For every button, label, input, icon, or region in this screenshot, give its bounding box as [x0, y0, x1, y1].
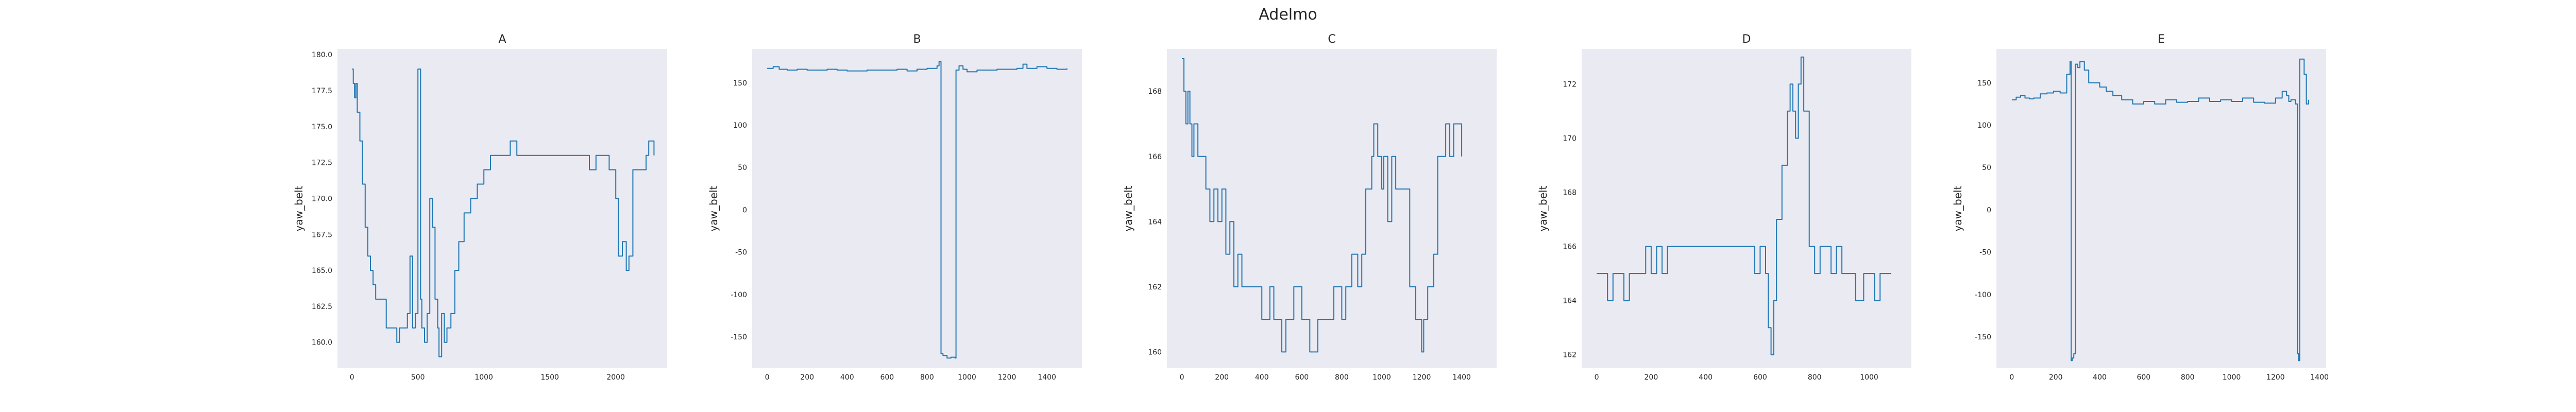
x-tick-label: 400 — [1699, 373, 1713, 382]
y-tick-label: 0 — [742, 206, 747, 214]
y-tick-label: 162 — [1563, 351, 1577, 359]
x-tick-label: 1000 — [1372, 373, 1391, 382]
subplot-title: B — [913, 33, 921, 46]
x-tick-label: 400 — [1255, 373, 1269, 382]
x-tick-label: 600 — [880, 373, 894, 382]
y-tick-label: 175.0 — [312, 123, 332, 131]
y-tick-label: -50 — [1979, 249, 1991, 257]
series-line — [2011, 58, 2309, 362]
x-tick-label: 0 — [765, 373, 770, 382]
x-tick-label: 1000 — [1860, 373, 1878, 382]
y-tick-label: 100 — [733, 122, 747, 130]
x-tick-label: 600 — [2137, 373, 2150, 382]
y-tick-label: 166 — [1148, 153, 1162, 161]
x-tick-label: 200 — [1215, 373, 1229, 382]
y-tick-label: 164 — [1563, 297, 1577, 305]
plot-area — [752, 49, 1082, 368]
x-tick-label: 0 — [2009, 373, 2014, 382]
plot-area — [337, 49, 667, 368]
x-tick-label: 1200 — [1413, 373, 1431, 382]
y-tick-label: 170.0 — [312, 195, 332, 203]
series-line — [1597, 56, 1891, 355]
y-axis-label: yaw_belt — [1537, 185, 1549, 231]
y-tick-label: -100 — [1975, 291, 1991, 299]
x-tick-label: 2000 — [606, 373, 625, 382]
y-tick-label: 0 — [1987, 206, 1991, 214]
subplot-title: A — [498, 33, 506, 46]
x-tick-label: 1000 — [474, 373, 493, 382]
x-tick-label: 400 — [840, 373, 854, 382]
x-tick-label: 1000 — [958, 373, 976, 382]
x-tick-label: 400 — [2093, 373, 2107, 382]
y-axis-label: yaw_belt — [1952, 185, 1964, 231]
y-tick-label: 50 — [738, 164, 747, 172]
x-tick-label: 1400 — [1452, 373, 1471, 382]
y-axis-label: yaw_belt — [707, 185, 720, 231]
y-tick-label: 172.5 — [312, 159, 332, 167]
x-tick-label: 0 — [350, 373, 354, 382]
x-tick-label: 800 — [2181, 373, 2195, 382]
plot-area — [1167, 49, 1497, 368]
x-tick-label: 0 — [1180, 373, 1184, 382]
y-tick-label: 168 — [1148, 88, 1162, 96]
x-tick-label: 0 — [1595, 373, 1599, 382]
y-tick-label: 160.0 — [312, 339, 332, 347]
series-line — [1182, 58, 1463, 353]
x-tick-label: 600 — [1753, 373, 1767, 382]
x-tick-label: 800 — [1335, 373, 1349, 382]
y-tick-label: 167.5 — [312, 231, 332, 239]
x-tick-label: 1400 — [1038, 373, 1056, 382]
y-tick-label: 100 — [1977, 122, 1991, 130]
y-tick-label: 177.5 — [312, 87, 332, 95]
y-tick-label: 150 — [733, 79, 747, 88]
x-tick-label: 200 — [2049, 373, 2063, 382]
subplot-title: D — [1742, 33, 1751, 46]
y-axis-label: yaw_belt — [1122, 185, 1134, 231]
y-tick-label: -100 — [731, 291, 747, 299]
y-tick-label: 168 — [1563, 188, 1577, 197]
x-tick-label: 1400 — [2310, 373, 2329, 382]
y-tick-label: 170 — [1563, 134, 1577, 143]
y-tick-label: 162 — [1148, 283, 1162, 291]
y-tick-label: 164 — [1148, 218, 1162, 226]
plot-area — [1996, 49, 2326, 368]
subplot-title: C — [1328, 33, 1335, 46]
y-tick-label: 160 — [1148, 348, 1162, 356]
x-tick-label: 1200 — [2266, 373, 2285, 382]
x-tick-label: 1200 — [998, 373, 1016, 382]
y-tick-label: 165.0 — [312, 267, 332, 275]
series-line — [352, 68, 655, 357]
series-line — [767, 61, 1067, 359]
y-tick-label: -150 — [731, 333, 747, 341]
plot-area — [1582, 49, 1911, 368]
x-tick-label: 1000 — [2223, 373, 2241, 382]
x-tick-label: 1500 — [540, 373, 559, 382]
x-tick-label: 800 — [920, 373, 934, 382]
y-tick-label: -150 — [1975, 333, 1991, 341]
subplot-title: E — [2158, 33, 2165, 46]
y-tick-label: -50 — [735, 249, 747, 257]
x-tick-label: 800 — [1808, 373, 1822, 382]
x-tick-label: 600 — [1295, 373, 1309, 382]
x-tick-label: 200 — [1645, 373, 1658, 382]
y-tick-label: 180.0 — [312, 51, 332, 59]
y-tick-label: 166 — [1563, 243, 1577, 251]
y-tick-label: 162.5 — [312, 303, 332, 311]
y-tick-label: 50 — [1982, 164, 1991, 172]
y-axis-label: yaw_belt — [293, 185, 305, 231]
figure-title: Adelmo — [1259, 6, 1317, 24]
y-tick-label: 150 — [1977, 79, 1991, 88]
x-tick-label: 200 — [800, 373, 814, 382]
x-tick-label: 500 — [411, 373, 425, 382]
y-tick-label: 172 — [1563, 80, 1577, 89]
